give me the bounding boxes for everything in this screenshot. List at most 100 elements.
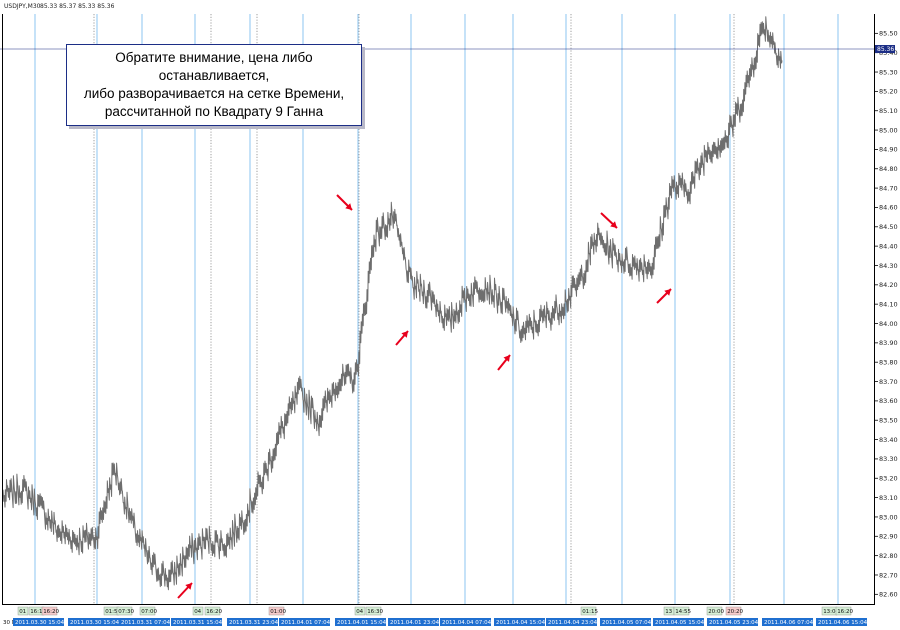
x-axis-label-box xyxy=(494,618,545,626)
y-tick-label: 84.70 xyxy=(879,184,898,192)
time-tag-box xyxy=(365,606,382,616)
price-axis: 85.5085.4085.3085.2085.1085.0084.9084.80… xyxy=(874,30,898,599)
time-tag-label: 16:20 xyxy=(837,609,853,615)
chart-symbol: USDJPY,M30 xyxy=(4,3,41,10)
x-axis-label: 2011.04.01 15:04 xyxy=(337,620,387,626)
x-axis-label: 2011.04.05 15:04 xyxy=(655,620,705,626)
annotation-box[interactable]: Обратите внимание, цена либо останавлива… xyxy=(66,44,362,126)
x-axis-label: 2011.04.06 07:04 xyxy=(764,620,814,626)
x-axis-label: 2011.04.05 07:04 xyxy=(602,620,652,626)
y-tick-label: 84.50 xyxy=(879,223,898,231)
time-tag-box xyxy=(116,606,133,616)
annotation-text: Обратите внимание, цена либо останавлива… xyxy=(83,50,345,119)
y-tick-label: 82.70 xyxy=(879,571,898,579)
y-tick-label: 83.30 xyxy=(879,455,898,463)
y-tick-label: 82.80 xyxy=(879,552,898,560)
y-tick-label: 83.50 xyxy=(879,417,898,425)
x-axis-label-box xyxy=(68,618,119,626)
x-axis-label-box xyxy=(171,618,222,626)
time-tag-box xyxy=(41,606,58,616)
x-axis-label-box xyxy=(600,618,651,626)
red-arrowhead-icon xyxy=(610,221,617,228)
red-arrowhead-icon xyxy=(345,203,352,210)
y-tick-label: 83.70 xyxy=(879,378,898,386)
y-tick-label: 82.60 xyxy=(879,591,898,599)
y-tick-label: 85.50 xyxy=(879,30,898,38)
x-axis-label-box xyxy=(119,618,170,626)
price-line xyxy=(2,16,783,591)
x-axis-label: 2011.03.30 15:04 xyxy=(15,620,65,626)
y-tick-label: 83.90 xyxy=(879,339,898,347)
x-axis-label-box xyxy=(707,618,758,626)
y-tick-label: 83.20 xyxy=(879,475,898,483)
x-axis-label: 2011.03.30 15:04 xyxy=(70,620,120,626)
time-tag-label: 07:00 xyxy=(141,609,157,615)
x-axis-label-box xyxy=(13,618,64,626)
time-tag-label: 04 xyxy=(194,609,201,615)
annotation-arrows xyxy=(177,194,672,599)
x-axis-label: 2011.04.05 23:04 xyxy=(709,620,759,626)
x-axis-label: 2011.04.04 15:04 xyxy=(496,620,546,626)
chart-ohlc: 85.33 85.37 85.33 85.36 xyxy=(40,3,115,10)
y-tick-label: 84.20 xyxy=(879,281,898,289)
y-tick-label: 84.30 xyxy=(879,262,898,270)
x-axis-label: 2011.04.04 07:04 xyxy=(442,620,492,626)
time-tag-box xyxy=(725,606,742,616)
y-tick-label: 84.10 xyxy=(879,300,898,308)
time-tag-label: 16:30 xyxy=(367,609,383,615)
y-tick-label: 83.00 xyxy=(879,513,898,521)
x-axis-label-box xyxy=(816,618,867,626)
time-tag-box xyxy=(139,606,156,616)
red-arrowhead-icon xyxy=(503,355,510,362)
time-tag-label: 13:04 xyxy=(823,609,839,615)
time-tag-label: 16:15 xyxy=(30,609,46,615)
y-tick-label: 83.80 xyxy=(879,358,898,366)
y-tick-label: 83.10 xyxy=(879,494,898,502)
time-tag-box xyxy=(17,606,29,616)
y-tick-label: 85.30 xyxy=(879,68,898,76)
time-tag-label: 20:20 xyxy=(727,609,743,615)
time-tag-label: 16:20 xyxy=(43,609,59,615)
time-tag-label: 13 xyxy=(665,609,672,615)
x-axis-label-box xyxy=(440,618,491,626)
time-tag-box xyxy=(192,606,204,616)
y-tick-label: 84.40 xyxy=(879,242,898,250)
x-axis-label: 2011.04.06 15:04 xyxy=(818,620,868,626)
time-tag-label: 01 xyxy=(19,609,26,615)
time-tag-label: 16:20 xyxy=(206,609,222,615)
price-series xyxy=(2,16,783,591)
x-axis-label: 2011.03.31 15:04 xyxy=(173,620,223,626)
x-axis-label: 2011.03.31 23:04 xyxy=(229,620,279,626)
time-tag-label: 04 xyxy=(356,609,363,615)
x-axis-label: 2011.04.01 23:04 xyxy=(390,620,440,626)
y-tick-label: 85.20 xyxy=(879,88,898,96)
x-axis-label-box xyxy=(279,618,330,626)
y-tick-label: 83.60 xyxy=(879,397,898,405)
x-axis-label: 2011.04.04 23:04 xyxy=(548,620,598,626)
time-tag-box xyxy=(204,606,221,616)
y-tick-label: 82.90 xyxy=(879,533,898,541)
time-tag-label: 01:50 xyxy=(105,609,121,615)
current-price-label: 85.36 xyxy=(877,46,894,53)
time-tag-box xyxy=(835,606,852,616)
time-tag-box xyxy=(354,606,366,616)
y-tick-label: 84.90 xyxy=(879,146,898,154)
time-tag-box xyxy=(706,606,723,616)
time-tag-label: 01:00 xyxy=(270,609,286,615)
y-tick-label: 84.80 xyxy=(879,165,898,173)
time-tag-box xyxy=(268,606,285,616)
red-arrowhead-icon xyxy=(664,289,671,296)
time-tag-label: 20:00 xyxy=(708,609,724,615)
time-tag-label: 14:55 xyxy=(675,609,691,615)
time-tag-label: 07:30 xyxy=(118,609,134,615)
x-axis-label-box xyxy=(653,618,704,626)
x-axis-label-box xyxy=(546,618,597,626)
y-tick-label: 84.00 xyxy=(879,320,898,328)
y-tick-label: 83.40 xyxy=(879,436,898,444)
x-axis-label-box xyxy=(227,618,278,626)
x-axis-label: 2011.04.01 07:04 xyxy=(281,620,331,626)
x-axis-label-box xyxy=(762,618,813,626)
time-tag-label: 01:15 xyxy=(582,609,598,615)
